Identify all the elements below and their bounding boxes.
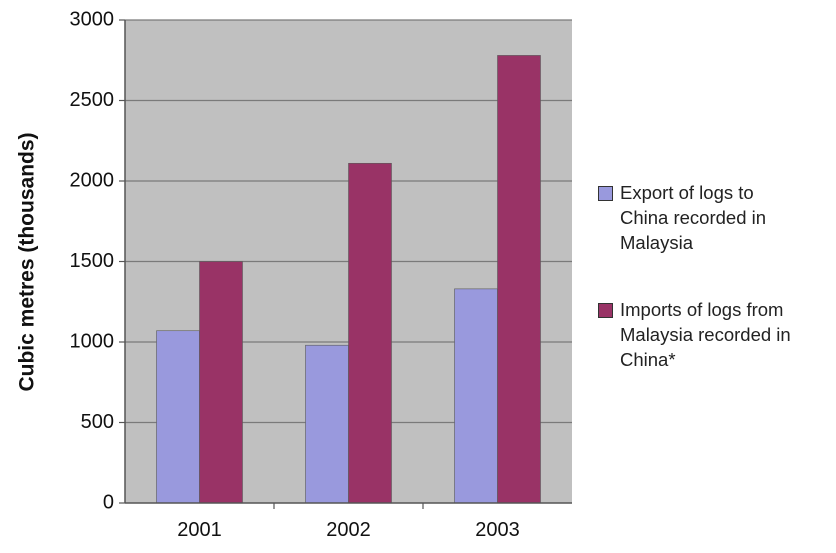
y-tick-label: 2500 [70, 89, 115, 111]
legend: Export of logs to China recorded in Mala… [598, 180, 834, 414]
bar-export-2003 [454, 288, 498, 504]
legend-item-imports: Imports of logs from Malaysia recorded i… [598, 297, 834, 372]
bar-imports-2003 [497, 55, 541, 504]
legend-text: Imports of logs from [620, 299, 784, 320]
y-tick-label: 500 [81, 411, 114, 433]
bar-export-2001 [156, 330, 200, 504]
y-tick-label: 1000 [70, 330, 115, 352]
bar-export-2002 [305, 344, 349, 504]
bar-imports-2001 [199, 261, 243, 504]
x-tick-label: 2002 [326, 519, 371, 541]
legend-text: Malaysia recorded in [620, 324, 791, 345]
legend-text: China recorded in [620, 207, 767, 228]
y-axis-title: Cubic metres (thousands) [16, 132, 39, 391]
x-tick-label: 2001 [177, 519, 222, 541]
bar-imports-2002 [348, 162, 392, 504]
legend-item-export: Export of logs to China recorded in Mala… [598, 180, 834, 255]
y-tick-label: 1500 [70, 250, 115, 272]
x-tick-label: 2003 [475, 519, 520, 541]
y-tick-label: 0 [103, 491, 114, 513]
legend-text: Export of logs to [620, 182, 754, 203]
y-tick-label: 2000 [70, 169, 115, 191]
y-tick-label: 3000 [70, 8, 115, 30]
x-tick-labels: 2001 2002 2003 [177, 503, 520, 541]
y-tick-labels: 0 500 1000 1500 2000 2500 3000 [70, 8, 125, 513]
legend-text: China* [620, 349, 676, 370]
bars [156, 55, 541, 504]
legend-swatch-export [598, 186, 613, 201]
legend-text: Malaysia [620, 232, 693, 253]
legend-swatch-imports [598, 303, 613, 318]
